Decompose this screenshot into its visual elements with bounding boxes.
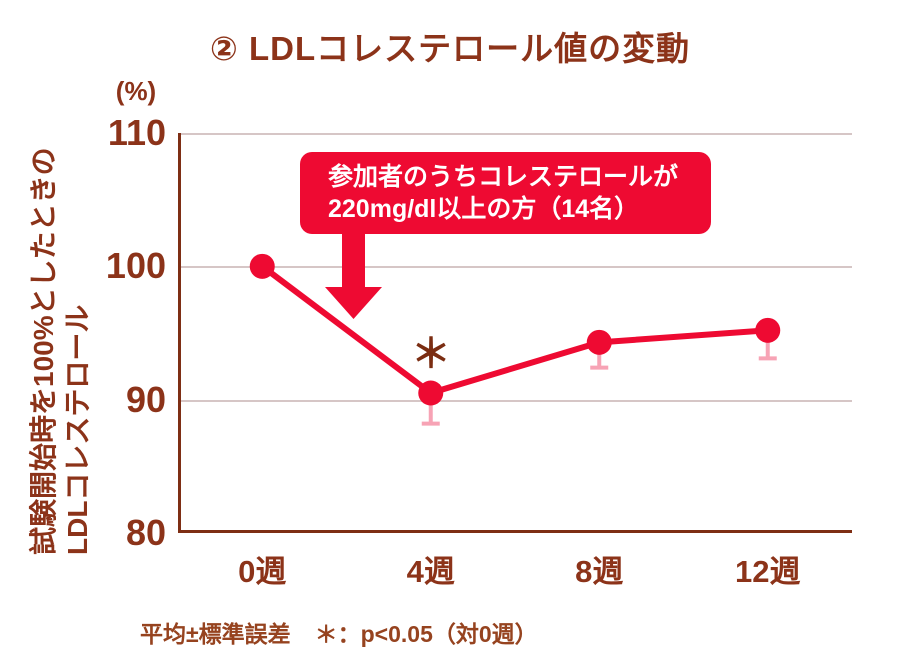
significance-asterisk: ＊ [411,332,451,376]
gridline-90 [181,399,852,402]
footnote-significance: ＊：p<0.05（対0週） [314,621,538,647]
x-tick-label-2: 8週 [575,554,624,589]
annotation-line2: 220mg/dl以上の方（14名） [328,195,640,223]
footnote-mean-se: 平均±標準誤差 [140,621,291,647]
x-tick-label-1: 4週 [406,554,455,589]
y-tick-label-80: 80 [125,512,166,553]
y-tick-label-90: 90 [125,378,166,420]
x-tick-label-0: 0週 [238,554,287,589]
x-tick-label-3: 12週 [735,554,801,589]
y-axis-title: 試験開始時を100%としたときの LDLコレステロール [27,115,95,555]
y-axis-title-line2: LDLコレステロール [62,304,93,555]
footnote: 平均±標準誤差 ＊：p<0.05（対0週） [140,615,538,649]
gridline-100 [181,266,852,269]
y-tick-label-110: 110 [107,112,166,153]
y-tick-label-100: 100 [105,245,166,287]
y-axis-title-line1: 試験開始時を100%としたときの [28,147,59,555]
chart-title: ② LDLコレステロール値の変動 [209,30,691,67]
annotation-line1: 参加者のうちコレステロールが [328,163,679,191]
annotation-callout: 参加者のうちコレステロールが 220mg/dl以上の方（14名） [300,152,711,234]
y-axis-unit-label: (%) [115,76,157,106]
gridline-110 [181,133,852,135]
